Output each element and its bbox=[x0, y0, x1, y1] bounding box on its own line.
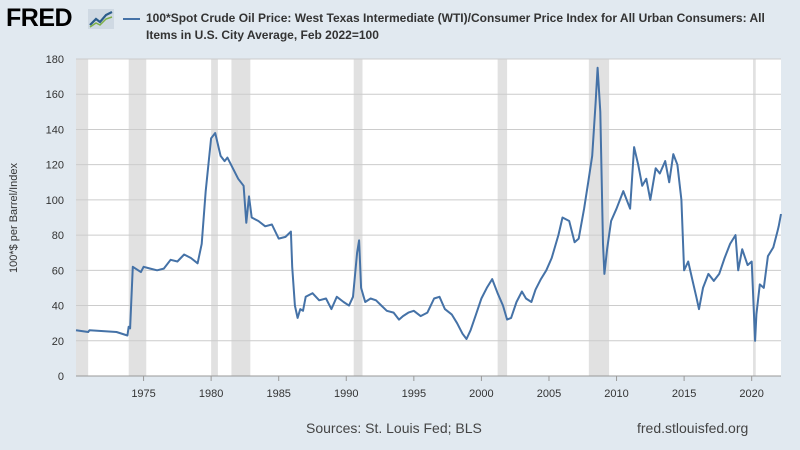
recession-band bbox=[128, 59, 147, 376]
chart-header: FRED 100*Spot Crude Oil Price: West Texa… bbox=[0, 0, 800, 48]
source-url-link[interactable]: fred.stlouisfed.org bbox=[637, 420, 749, 436]
line-graph-icon bbox=[88, 9, 114, 29]
x-tick-label: 2010 bbox=[604, 388, 628, 400]
y-tick-label: 180 bbox=[46, 54, 64, 66]
x-tick-label: 1980 bbox=[199, 388, 223, 400]
y-tick-label: 40 bbox=[52, 301, 64, 313]
y-tick-label: 20 bbox=[52, 336, 64, 348]
legend-label[interactable]: 100*Spot Crude Oil Price: West Texas Int… bbox=[146, 11, 765, 42]
y-tick-label: 80 bbox=[52, 230, 64, 242]
recession-band bbox=[497, 59, 508, 376]
x-tick-label: 1975 bbox=[131, 388, 155, 400]
x-tick-label: 1985 bbox=[266, 388, 290, 400]
recession-band bbox=[76, 59, 89, 376]
y-tick-label: 160 bbox=[46, 89, 64, 101]
recession-band bbox=[753, 59, 756, 376]
x-tick-label: 2015 bbox=[672, 388, 696, 400]
x-tick-label: 1990 bbox=[334, 388, 358, 400]
recession-band bbox=[211, 59, 218, 376]
recession-band bbox=[231, 59, 251, 376]
legend-swatch bbox=[123, 18, 140, 20]
y-tick-label: 100 bbox=[46, 195, 64, 207]
y-tick-label: 140 bbox=[46, 124, 64, 136]
x-tick-label: 2020 bbox=[739, 388, 763, 400]
x-tick-label: 2005 bbox=[537, 388, 561, 400]
recession-band bbox=[588, 59, 610, 376]
x-tick-label: 2000 bbox=[469, 388, 493, 400]
sources-note: Sources: St. Louis Fed; BLS bbox=[306, 420, 482, 436]
series-line bbox=[75, 66, 782, 342]
x-tick-label: 1995 bbox=[402, 388, 426, 400]
fred-logo[interactable]: FRED bbox=[6, 4, 73, 32]
plot-area bbox=[76, 59, 781, 376]
y-tick-label: 60 bbox=[52, 265, 64, 277]
y-tick-label: 0 bbox=[58, 371, 64, 383]
y-tick-label: 120 bbox=[46, 160, 64, 172]
recession-band bbox=[353, 59, 363, 376]
